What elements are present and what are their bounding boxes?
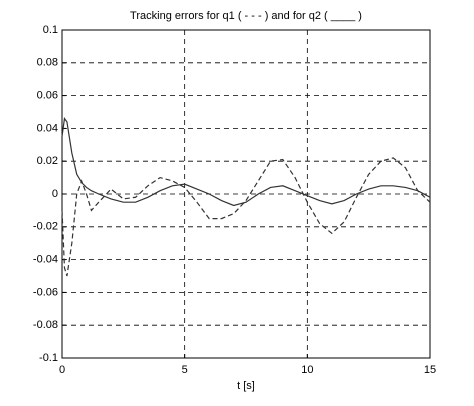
y-tick-label: -0.06: [33, 286, 58, 298]
y-tick-label: -0.08: [33, 319, 58, 331]
data-line: [61, 117, 431, 207]
x-tick-label: 15: [424, 364, 436, 376]
y-tick-label: 0.1: [43, 24, 58, 36]
y-tick-label: -0.02: [33, 221, 58, 233]
x-axis-label: t [s]: [237, 380, 255, 392]
plot-frame: [61, 29, 431, 359]
x-tick-label: 0: [59, 364, 65, 376]
y-tick-label: 0.04: [37, 122, 58, 134]
y-tick-label: -0.1: [39, 352, 58, 364]
y-tick-label: 0.08: [37, 57, 58, 69]
y-tick-label: -0.04: [33, 254, 58, 266]
data-line: [61, 157, 431, 277]
chart-title: Tracking errors for q1 ( - - - ) and for…: [130, 10, 362, 22]
y-tick-label: 0.06: [37, 90, 58, 102]
y-tick-label: 0.02: [37, 155, 58, 167]
x-tick-label: 10: [301, 364, 313, 376]
x-tick-label: 5: [182, 364, 188, 376]
y-tick-label: 0: [52, 188, 58, 200]
